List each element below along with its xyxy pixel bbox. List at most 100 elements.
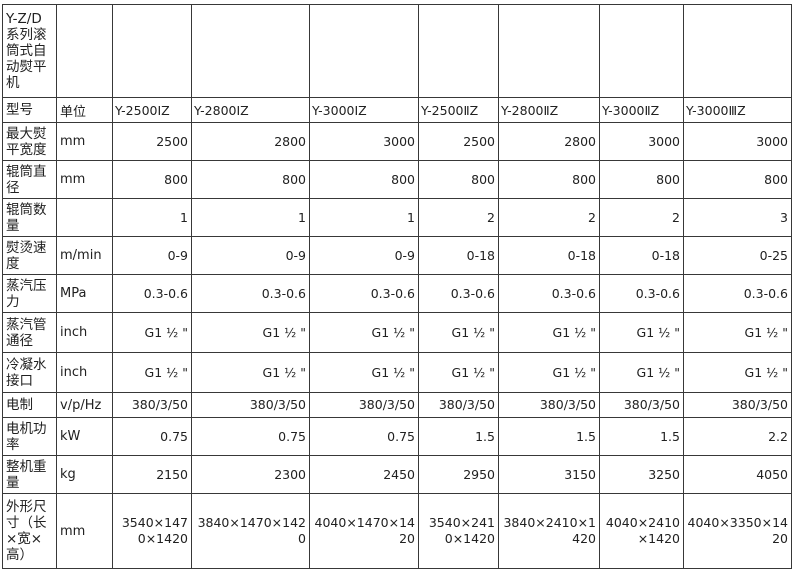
value-cell: 4040×2410×1420 <box>599 493 684 569</box>
row-label-cell: 电机功率 <box>2 417 57 456</box>
value-cell: G1 ½ " <box>418 312 499 353</box>
value-cell: G1 ½ " <box>191 312 310 353</box>
value-cell: G1 ½ " <box>498 352 600 393</box>
value-cell: 380/3/50 <box>418 392 499 418</box>
value-cell: G1 ½ " <box>683 312 792 353</box>
unit-cell: inch <box>56 312 113 353</box>
value-cell: 3000 <box>309 122 419 161</box>
empty-cell <box>599 4 684 98</box>
value-cell: 0.3-0.6 <box>309 274 419 313</box>
row-label-cell: 辊筒数量 <box>2 198 57 237</box>
empty-cell <box>683 4 792 98</box>
value-cell: 2.2 <box>683 417 792 456</box>
value-cell: 0.3-0.6 <box>418 274 499 313</box>
value-cell: 0.75 <box>309 417 419 456</box>
model-header-cell: Y-3000ⅡZ <box>599 97 684 123</box>
value-cell: 2300 <box>191 455 310 494</box>
empty-cell <box>418 4 499 98</box>
model-header-cell: Y-3000ⅢZ <box>683 97 792 123</box>
unit-cell: kg <box>56 455 113 494</box>
value-cell: 4040×3350×1420 <box>683 493 792 569</box>
value-cell: 2800 <box>498 122 600 161</box>
model-header-cell: Y-2800ⅠZ <box>191 97 310 123</box>
model-header-cell: Y-3000ⅠZ <box>309 97 419 123</box>
value-cell: 2500 <box>418 122 499 161</box>
unit-cell: m/min <box>56 236 113 275</box>
value-cell: 1 <box>112 198 192 237</box>
value-cell: 0.3-0.6 <box>191 274 310 313</box>
model-header-row: 型号 单位 Y-2500ⅠZ Y-2800ⅠZ Y-3000ⅠZ Y-2500Ⅱ… <box>2 97 792 123</box>
value-cell: 0.3-0.6 <box>599 274 684 313</box>
table-title-row: Y-Z/D系列滚筒式自动熨平机 <box>2 4 792 98</box>
header-unit-cell: 单位 <box>56 97 113 123</box>
value-cell: G1 ½ " <box>191 352 310 393</box>
value-cell: 0-9 <box>191 236 310 275</box>
row-label-cell: 辊筒直径 <box>2 160 57 199</box>
empty-cell <box>191 4 310 98</box>
header-label-cell: 型号 <box>2 97 57 123</box>
value-cell: 3 <box>683 198 792 237</box>
row-label-cell: 电制 <box>2 392 57 418</box>
value-cell: G1 ½ " <box>683 352 792 393</box>
spec-row-ironing-speed: 熨烫速度 m/min 0-9 0-9 0-9 0-18 0-18 0-18 0-… <box>2 236 792 275</box>
value-cell: 380/3/50 <box>599 392 684 418</box>
value-cell: 1.5 <box>498 417 600 456</box>
value-cell: 3540×2410×1420 <box>418 493 499 569</box>
unit-cell: kW <box>56 417 113 456</box>
value-cell: 1.5 <box>418 417 499 456</box>
value-cell: 0-9 <box>112 236 192 275</box>
spec-row-electric-supply: 电制 v/p/Hz 380/3/50 380/3/50 380/3/50 380… <box>2 392 792 418</box>
spec-row-roller-diameter: 辊筒直径 mm 800 800 800 800 800 800 800 <box>2 160 792 199</box>
value-cell: 2 <box>599 198 684 237</box>
value-cell: 380/3/50 <box>191 392 310 418</box>
value-cell: 3150 <box>498 455 600 494</box>
value-cell: 0-18 <box>418 236 499 275</box>
value-cell: G1 ½ " <box>112 352 192 393</box>
value-cell: 800 <box>191 160 310 199</box>
row-label-cell: 整机重量 <box>2 455 57 494</box>
row-label-cell: 冷凝水接口 <box>2 352 57 393</box>
spec-row-steam-pipe-diameter: 蒸汽管通径 inch G1 ½ " G1 ½ " G1 ½ " G1 ½ " G… <box>2 312 792 353</box>
spec-row-steam-pressure: 蒸汽压力 MPa 0.3-0.6 0.3-0.6 0.3-0.6 0.3-0.6… <box>2 274 792 313</box>
spec-row-motor-power: 电机功率 kW 0.75 0.75 0.75 1.5 1.5 1.5 2.2 <box>2 417 792 456</box>
value-cell: 800 <box>498 160 600 199</box>
value-cell: 2 <box>498 198 600 237</box>
row-label-cell: 蒸汽压力 <box>2 274 57 313</box>
value-cell: 0.75 <box>191 417 310 456</box>
empty-cell <box>498 4 600 98</box>
value-cell: 2450 <box>309 455 419 494</box>
value-cell: 3000 <box>683 122 792 161</box>
empty-cell <box>56 4 113 98</box>
value-cell: G1 ½ " <box>498 312 600 353</box>
value-cell: 3840×1470×1420 <box>191 493 310 569</box>
spec-row-machine-weight: 整机重量 kg 2150 2300 2450 2950 3150 3250 40… <box>2 455 792 494</box>
value-cell: 2950 <box>418 455 499 494</box>
value-cell: 0.3-0.6 <box>498 274 600 313</box>
empty-cell <box>112 4 192 98</box>
value-cell: 2800 <box>191 122 310 161</box>
spec-table: Y-Z/D系列滚筒式自动熨平机 型号 单位 Y-2500ⅠZ Y-2800ⅠZ … <box>2 4 792 569</box>
model-header-cell: Y-2500ⅠZ <box>112 97 192 123</box>
value-cell: 800 <box>309 160 419 199</box>
value-cell: 800 <box>418 160 499 199</box>
unit-cell: inch <box>56 352 113 393</box>
value-cell: 0-18 <box>599 236 684 275</box>
value-cell: G1 ½ " <box>599 312 684 353</box>
value-cell: G1 ½ " <box>112 312 192 353</box>
value-cell: 3000 <box>599 122 684 161</box>
empty-cell <box>309 4 419 98</box>
value-cell: G1 ½ " <box>599 352 684 393</box>
value-cell: 0.75 <box>112 417 192 456</box>
value-cell: 380/3/50 <box>112 392 192 418</box>
unit-cell: MPa <box>56 274 113 313</box>
value-cell: 380/3/50 <box>498 392 600 418</box>
value-cell: 1.5 <box>599 417 684 456</box>
value-cell: 3540×1470×1420 <box>112 493 192 569</box>
row-label-cell: 最大熨平宽度 <box>2 122 57 161</box>
value-cell: 4050 <box>683 455 792 494</box>
value-cell: 380/3/50 <box>309 392 419 418</box>
value-cell: 3250 <box>599 455 684 494</box>
model-header-cell: Y-2800ⅡZ <box>498 97 600 123</box>
table-title-cell: Y-Z/D系列滚筒式自动熨平机 <box>2 4 57 98</box>
value-cell: 0-25 <box>683 236 792 275</box>
